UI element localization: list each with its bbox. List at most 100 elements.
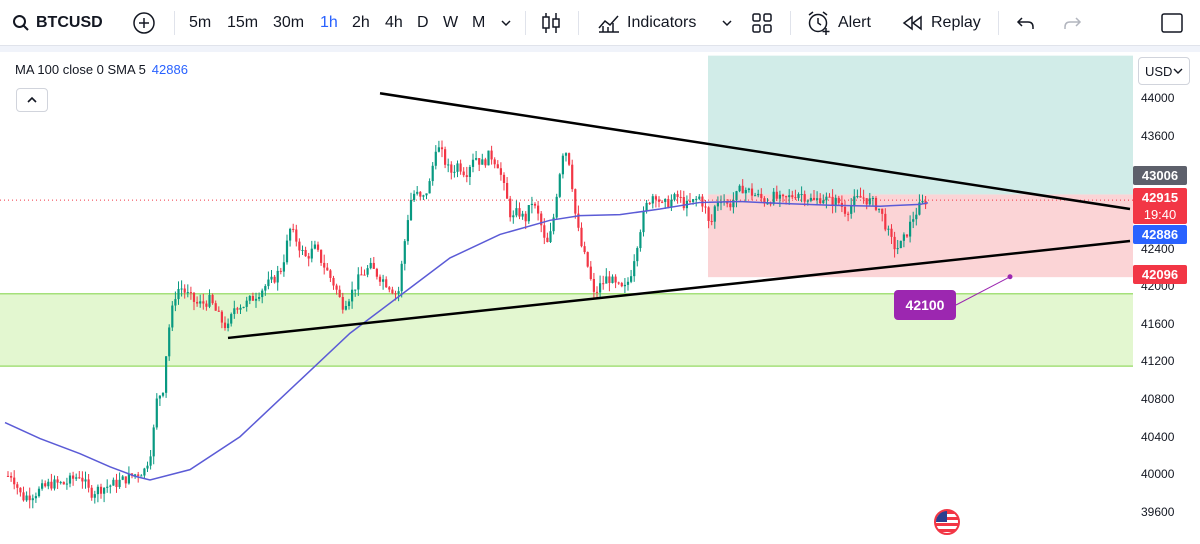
currency-selector[interactable]: USD xyxy=(1138,57,1190,85)
candle-body xyxy=(202,301,205,304)
price-chart[interactable] xyxy=(0,52,1200,544)
candle-body xyxy=(34,496,37,499)
candle-body xyxy=(295,229,298,242)
layout-grid-icon[interactable] xyxy=(752,0,772,46)
candle xyxy=(657,196,661,208)
timeframe-15m[interactable]: 15m xyxy=(227,14,259,31)
timeframe-w[interactable]: W xyxy=(443,14,459,31)
alarm-clock-icon[interactable] xyxy=(806,0,832,46)
candle-body xyxy=(850,205,853,214)
candle-body xyxy=(800,194,803,196)
redo-icon[interactable] xyxy=(1062,0,1082,46)
replay-rewind-icon[interactable] xyxy=(901,0,925,46)
candle xyxy=(475,150,478,161)
indicators-button[interactable]: Indicators xyxy=(627,14,697,31)
candle xyxy=(279,267,282,275)
candle-body xyxy=(65,483,68,485)
candle-body xyxy=(493,159,496,165)
candle xyxy=(558,172,561,199)
timeframe-m[interactable]: M xyxy=(472,14,486,31)
candle xyxy=(664,198,667,209)
add-symbol-icon[interactable] xyxy=(132,0,156,46)
symbol-name[interactable]: BTCUSD xyxy=(36,14,103,31)
fullscreen-icon[interactable] xyxy=(1160,0,1184,46)
candle xyxy=(707,206,710,229)
collapse-legend-button[interactable] xyxy=(16,88,48,112)
candle xyxy=(478,157,481,172)
indicators-icon[interactable] xyxy=(597,0,621,46)
candle-body xyxy=(326,267,329,271)
candle-body xyxy=(62,482,65,485)
candle-body xyxy=(890,228,893,237)
candle xyxy=(406,214,409,245)
candle xyxy=(853,189,856,213)
candle-body xyxy=(310,248,313,259)
candle xyxy=(816,191,819,205)
candle xyxy=(289,227,292,247)
candle-body xyxy=(84,479,87,482)
candle xyxy=(186,284,189,298)
timeframe-d[interactable]: D xyxy=(417,14,429,31)
candle-body xyxy=(103,487,106,494)
last-price-tag: 42915 19:40 xyxy=(1133,188,1187,224)
timeframe-5m[interactable]: 5m xyxy=(189,14,212,31)
candle-body xyxy=(478,158,481,165)
candle xyxy=(196,296,199,307)
timeframe-more-chevron-icon[interactable] xyxy=(500,0,512,46)
candle xyxy=(546,232,549,243)
candle-body xyxy=(843,206,847,214)
candle xyxy=(524,211,527,230)
candle-body xyxy=(865,198,868,205)
candle-body xyxy=(16,484,19,488)
candle xyxy=(6,471,10,478)
timeframe-2h[interactable]: 2h xyxy=(352,14,370,31)
candle-style-icon[interactable] xyxy=(540,0,562,46)
candle xyxy=(608,271,611,292)
candle xyxy=(754,192,757,197)
chevron-down-icon xyxy=(1173,68,1183,74)
candle xyxy=(648,201,651,205)
candle-body xyxy=(341,296,344,310)
replay-button[interactable]: Replay xyxy=(931,14,981,31)
candle xyxy=(10,472,13,482)
timeframe-30m[interactable]: 30m xyxy=(273,14,305,31)
candle-body xyxy=(518,208,521,217)
candle-body xyxy=(78,477,81,479)
candle-body xyxy=(413,193,416,201)
candle-body xyxy=(679,196,682,198)
candle xyxy=(530,196,533,214)
candle-body xyxy=(648,202,651,204)
indicators-chevron-icon[interactable] xyxy=(721,0,733,46)
candle-body xyxy=(527,205,530,222)
us-flag-icon[interactable] xyxy=(934,509,960,535)
candle-body xyxy=(515,208,518,216)
candle xyxy=(422,194,425,201)
candle-body xyxy=(143,468,146,476)
candle-body xyxy=(754,195,757,197)
candle-body xyxy=(320,249,323,263)
candle xyxy=(351,281,354,309)
timeframe-1h[interactable]: 1h xyxy=(320,14,338,31)
candle xyxy=(50,473,53,491)
chart-pane[interactable] xyxy=(0,46,1200,544)
candle xyxy=(239,304,242,315)
candle xyxy=(363,269,366,276)
candle xyxy=(915,207,918,226)
candle xyxy=(400,260,403,298)
candle xyxy=(896,239,899,255)
candle-body xyxy=(127,473,130,484)
price-callout[interactable]: 42100 xyxy=(894,290,956,320)
candle xyxy=(822,194,825,205)
timeframe-4h[interactable]: 4h xyxy=(385,14,403,31)
candle xyxy=(447,158,450,173)
candle-body xyxy=(115,479,118,487)
ma-legend[interactable]: MA 100 close 0 SMA 5 42886 xyxy=(15,62,188,77)
candle-body xyxy=(912,219,915,222)
alert-button[interactable]: Alert xyxy=(838,14,871,31)
search-icon[interactable] xyxy=(12,0,30,46)
undo-icon[interactable] xyxy=(1016,0,1036,46)
candle-body xyxy=(87,479,90,488)
candle-body xyxy=(372,262,375,269)
candle xyxy=(471,153,475,173)
candle xyxy=(335,283,338,295)
